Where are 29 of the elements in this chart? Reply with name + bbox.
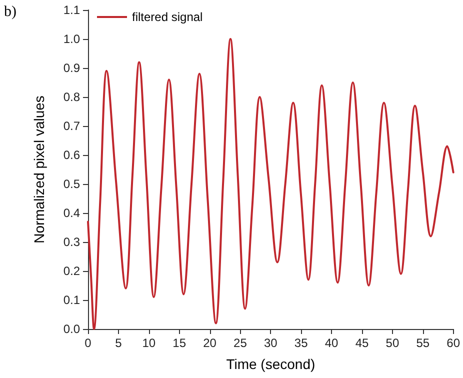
x-tick-label: 25 — [234, 336, 248, 350]
x-tick-label: 0 — [84, 336, 92, 350]
x-tick-label: 10 — [142, 336, 156, 350]
y-tick-label: 0.0 — [63, 322, 80, 336]
y-tick-label: 0.9 — [63, 61, 80, 75]
y-axis-title: Normalized pixel values — [31, 96, 47, 244]
x-tick-label: 20 — [203, 336, 217, 350]
x-tick-label: 35 — [294, 336, 308, 350]
y-tick-label: 0.7 — [63, 119, 80, 133]
y-tick-label: 1.1 — [63, 3, 80, 17]
x-axis-title: Time (second) — [226, 356, 316, 372]
y-tick-label: 0.8 — [63, 90, 80, 104]
y-tick-label: 0.5 — [63, 177, 80, 191]
x-tick-label: 50 — [386, 336, 400, 350]
text: b) — [4, 4, 16, 21]
y-tick-label: 0.1 — [63, 293, 80, 307]
y-tick-label: 0.3 — [63, 235, 80, 249]
x-tick-label: 15 — [172, 336, 186, 350]
x-tick-label: 45 — [355, 336, 369, 350]
x-tick-label: 55 — [416, 336, 430, 350]
y-tick-label: 1.0 — [63, 32, 80, 46]
x-tick-label: 5 — [115, 336, 122, 350]
x-tick-label: 40 — [324, 336, 339, 350]
y-tick-label: 0.4 — [63, 206, 80, 220]
x-tick-label: 60 — [446, 336, 460, 350]
y-tick-label: 0.6 — [63, 148, 80, 162]
legend-label: filtered signal — [132, 10, 203, 24]
x-tick-label: 30 — [264, 336, 278, 350]
y-tick-label: 0.2 — [63, 264, 80, 278]
